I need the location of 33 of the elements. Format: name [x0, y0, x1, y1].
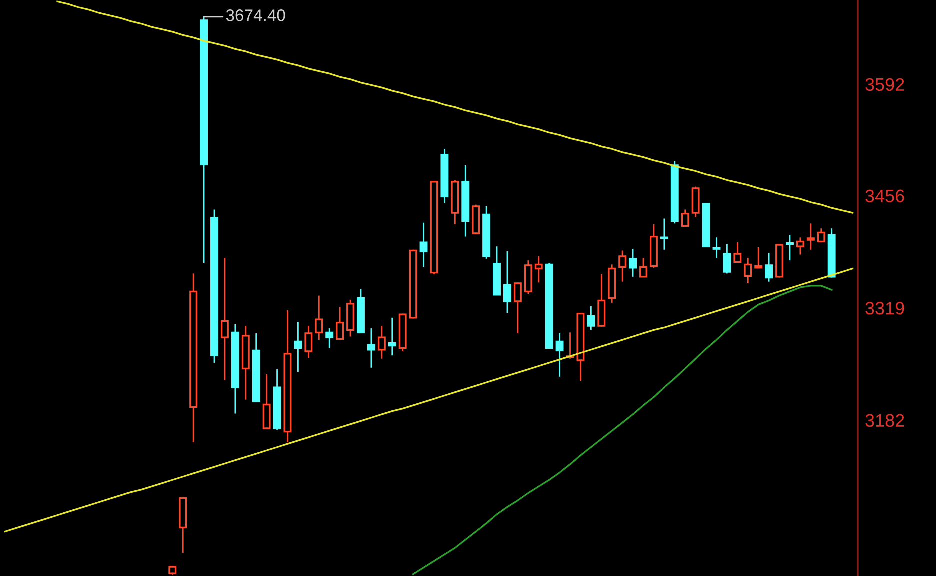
candlestick [440, 148, 449, 204]
candlestick [765, 252, 774, 283]
candlestick [190, 272, 198, 444]
y-tick-label: 3456 [866, 190, 904, 203]
y-tick-label: 3592 [866, 78, 904, 92]
candlestick [326, 328, 334, 349]
candlestick [504, 250, 512, 314]
line-series [4, 268, 854, 533]
candlestick [284, 310, 292, 444]
candlestick [388, 317, 396, 356]
candlestick [242, 325, 250, 401]
annotation: 3674.40 [226, 10, 286, 22]
candlestick [378, 325, 386, 360]
line-series [412, 285, 833, 576]
candlestick [744, 257, 752, 284]
candlestick [220, 257, 229, 381]
candlestick [618, 250, 627, 283]
candlestick [806, 222, 815, 251]
candlestick [660, 218, 668, 251]
candlestick [315, 295, 324, 341]
candlestick [304, 325, 313, 359]
candlestick [556, 332, 564, 378]
candlestick [629, 248, 638, 278]
candlestick [712, 236, 721, 259]
candlestick [420, 222, 428, 268]
line-series [56, 0, 854, 214]
candlestick [462, 164, 470, 238]
y-tick-label: 3182 [866, 414, 904, 428]
candlestick [231, 324, 240, 414]
candlestick [534, 256, 543, 284]
candlestick [294, 321, 302, 373]
candlestick [367, 328, 376, 369]
y-tick-label: 3319 [866, 302, 904, 315]
